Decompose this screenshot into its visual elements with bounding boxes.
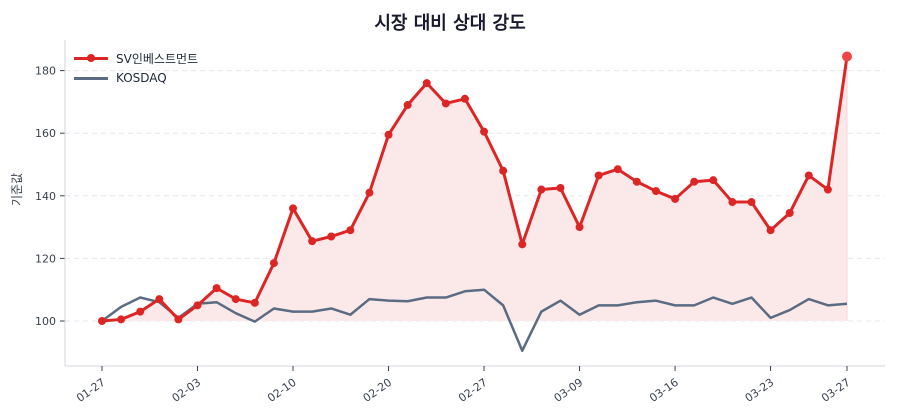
x-tick-label: 03-16	[647, 376, 681, 405]
legend-item-kosdaq: KOSDAQ	[74, 68, 198, 88]
series-lines	[98, 51, 852, 352]
x-tick-label: 01-27	[74, 376, 108, 405]
data-point	[441, 99, 450, 108]
data-point	[308, 237, 317, 246]
data-point	[709, 176, 718, 185]
area-fill	[102, 56, 848, 321]
line-marker-icon	[74, 52, 108, 64]
line-icon	[74, 72, 108, 84]
data-point	[250, 298, 259, 307]
y-tick-label: 140	[35, 190, 56, 203]
series-line	[101, 56, 849, 323]
data-point	[575, 223, 584, 232]
data-point	[174, 315, 183, 324]
data-point	[651, 187, 660, 196]
data-point	[155, 295, 164, 304]
data-point	[804, 171, 813, 180]
x-tick-label: 02-10	[265, 376, 299, 405]
data-point	[518, 240, 527, 249]
data-point	[537, 185, 546, 194]
x-tick-label: 03-09	[552, 376, 586, 405]
legend: SV인베스트먼트 KOSDAQ	[74, 48, 198, 88]
data-point	[842, 51, 852, 62]
data-point	[98, 317, 106, 325]
y-axis-label: 기준값	[10, 172, 24, 206]
chart-title: 시장 대비 상대 강도	[374, 13, 526, 34]
data-point	[556, 183, 565, 192]
data-point	[785, 209, 794, 218]
series-line	[101, 288, 848, 352]
x-tick-label: 02-03	[170, 376, 204, 405]
data-point	[594, 171, 603, 180]
data-point	[499, 166, 508, 175]
data-point	[269, 259, 278, 268]
data-point	[193, 301, 202, 310]
data-point	[212, 284, 221, 293]
data-point	[136, 307, 145, 316]
data-point	[613, 165, 622, 174]
data-point	[460, 94, 469, 103]
data-point	[632, 177, 641, 186]
y-tick-label: 180	[35, 65, 56, 78]
data-point	[480, 127, 489, 136]
legend-item-sv: SV인베스트먼트	[74, 48, 198, 68]
data-point	[403, 101, 412, 110]
y-tick-label: 100	[35, 315, 56, 328]
data-point	[365, 188, 374, 197]
legend-label: KOSDAQ	[116, 71, 167, 85]
data-point	[346, 226, 355, 235]
data-point	[766, 226, 775, 235]
x-tick-label: 03-27	[819, 376, 853, 405]
data-point	[690, 177, 699, 186]
x-tick-label: 02-20	[361, 376, 395, 405]
data-point	[117, 315, 126, 324]
data-point	[289, 204, 298, 213]
data-point	[231, 295, 240, 304]
data-point	[671, 194, 680, 203]
data-point	[384, 130, 393, 139]
x-tick-label: 03-23	[743, 376, 777, 405]
data-point	[422, 79, 431, 88]
data-point	[327, 232, 336, 241]
data-point	[728, 198, 737, 207]
data-point	[747, 198, 756, 207]
y-tick-label: 120	[35, 252, 56, 265]
data-point	[823, 185, 832, 194]
y-tick-label: 160	[35, 127, 56, 140]
x-tick-label: 02-27	[456, 376, 490, 405]
legend-label: SV인베스트먼트	[116, 51, 199, 66]
